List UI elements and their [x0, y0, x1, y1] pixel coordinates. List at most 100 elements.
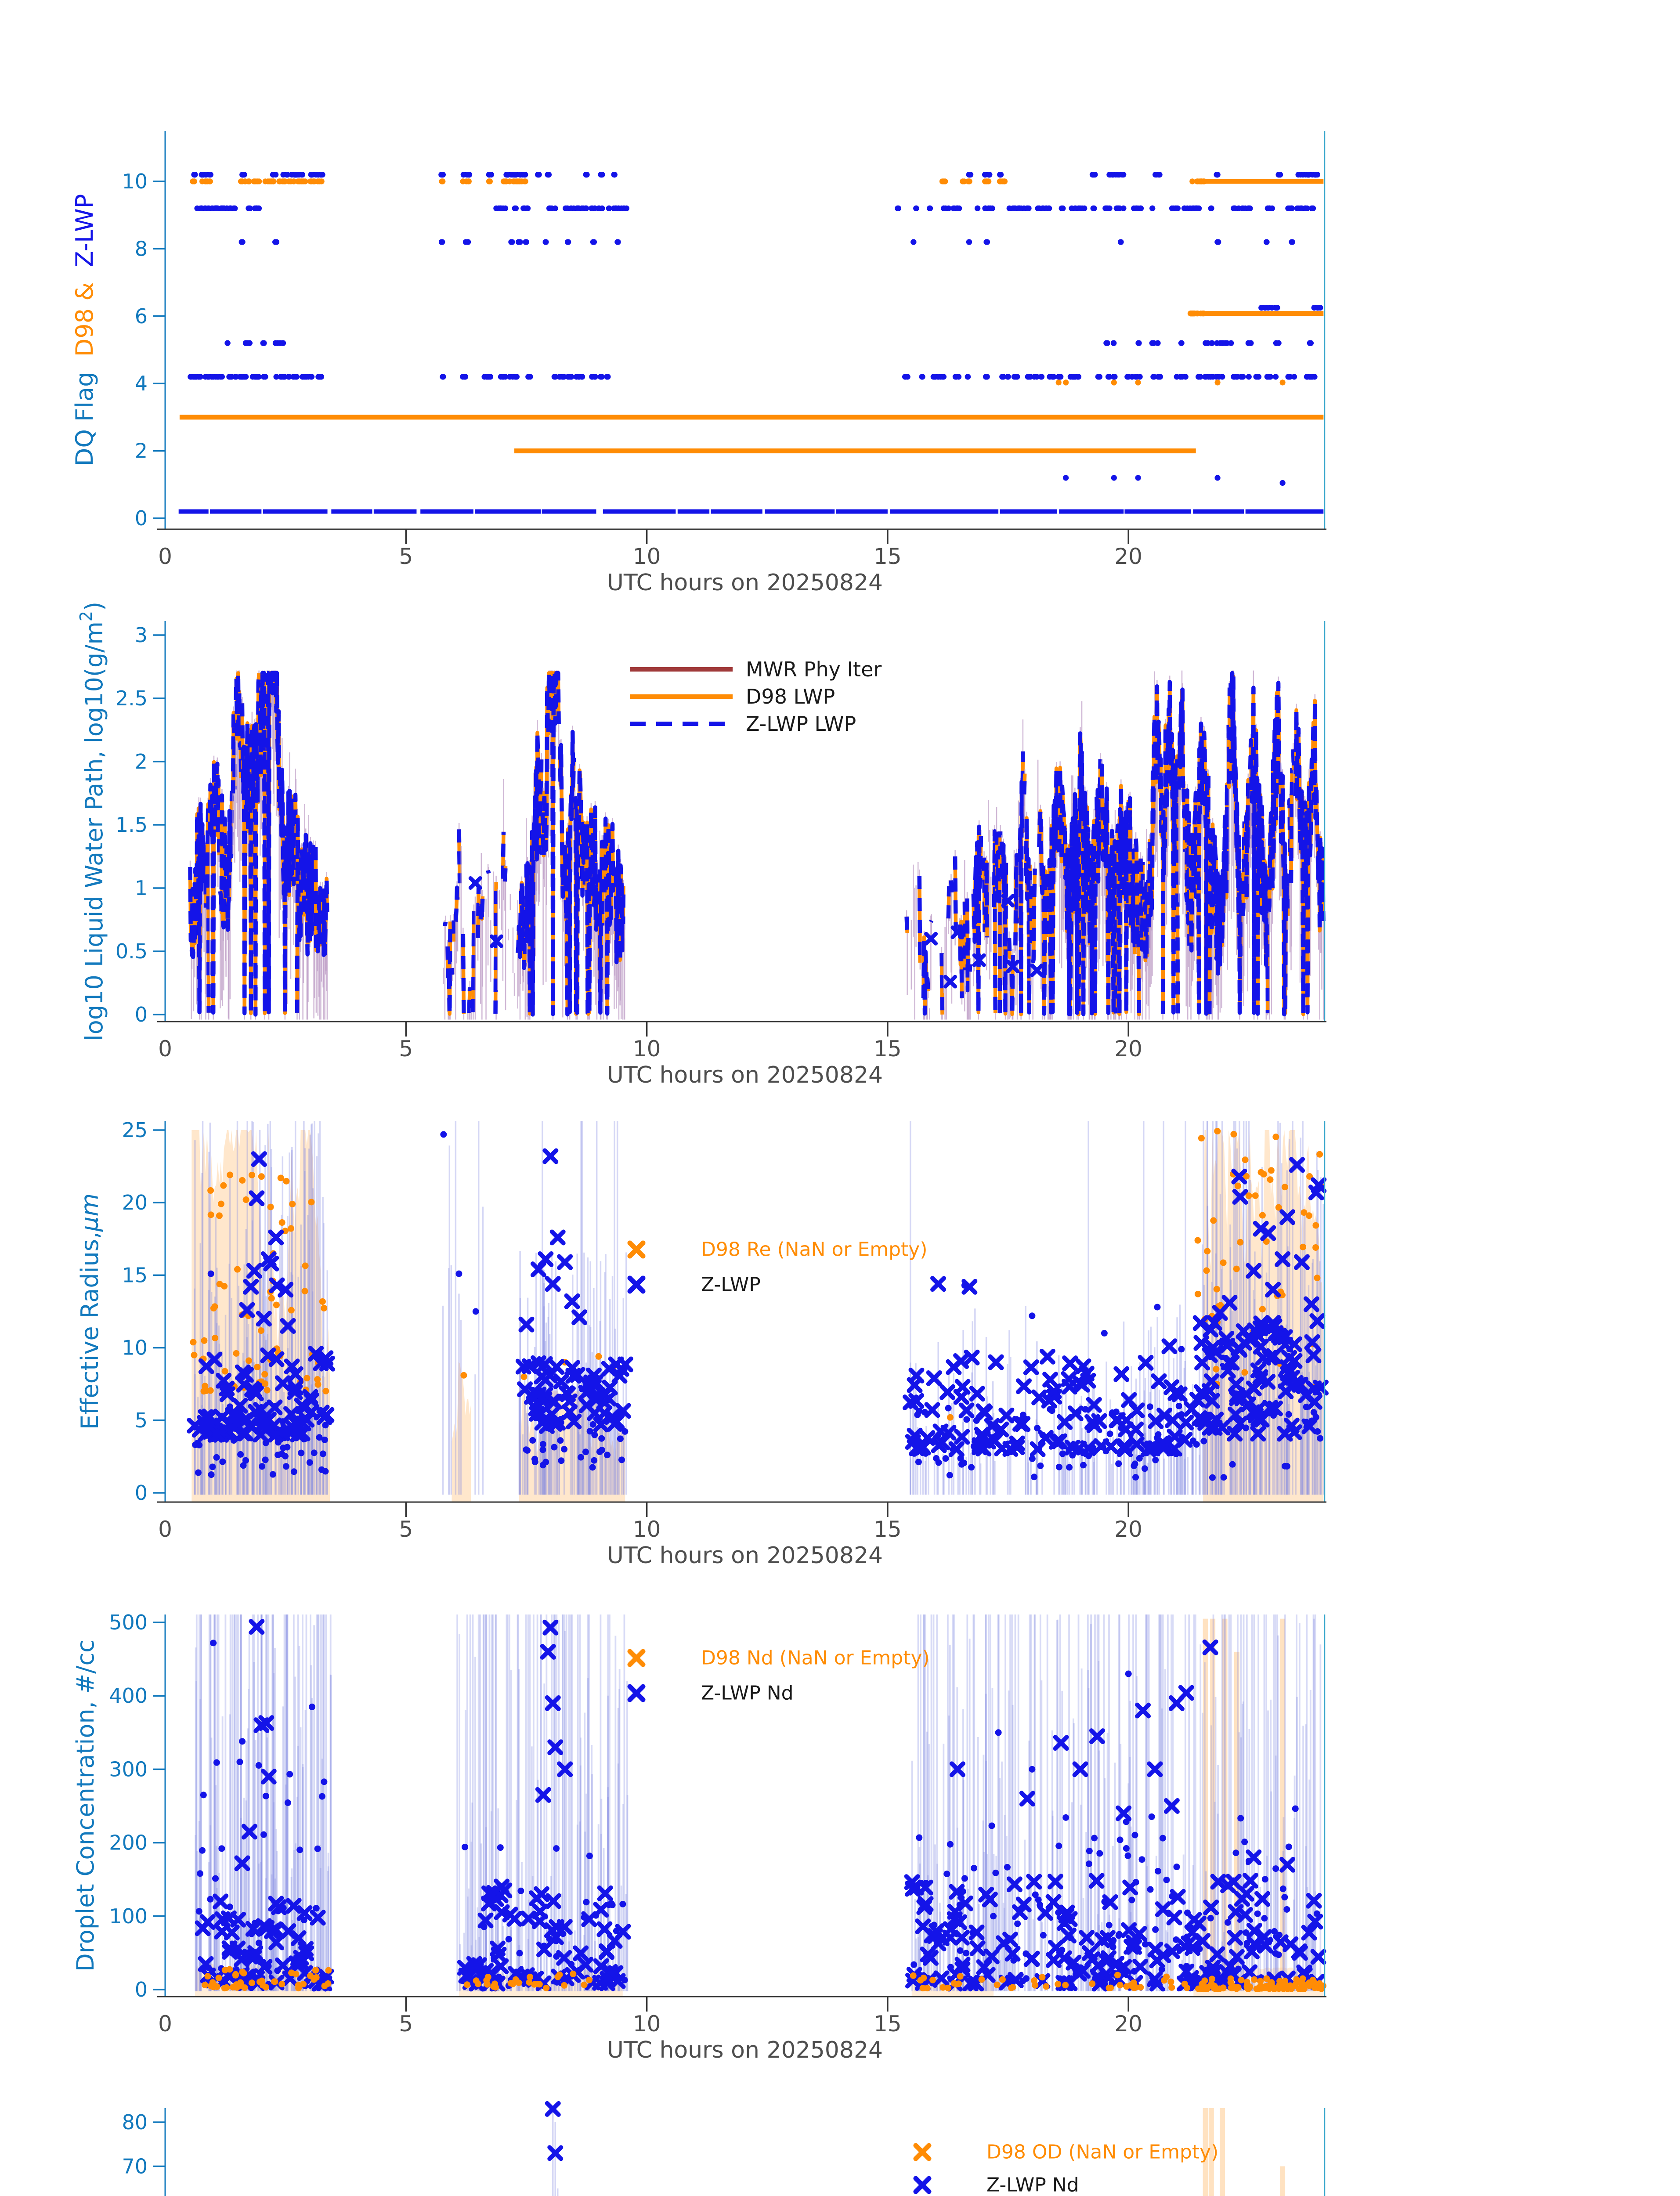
flag-dot [997, 172, 1003, 178]
flag-dot [1269, 205, 1275, 211]
x-marker [1037, 1430, 1054, 1446]
flag-dot [209, 205, 215, 211]
data-dot [1285, 1411, 1292, 1418]
x-tick-label: 10 [633, 2011, 661, 2037]
flag-dot [1026, 374, 1032, 380]
data-dot [209, 1463, 216, 1470]
data-dot [1173, 1864, 1180, 1871]
x-marker [908, 1879, 924, 1896]
flag-dot [935, 374, 941, 380]
data-dot [978, 1976, 985, 1983]
flag-dot [509, 374, 516, 380]
flag-dot [1171, 205, 1177, 211]
x-marker [545, 1394, 561, 1410]
x-marker [1267, 1400, 1283, 1416]
data-dot [1214, 1127, 1221, 1134]
data-dot [1301, 1209, 1308, 1216]
zlwp-lwp-line [540, 671, 561, 1016]
data-dot [213, 1454, 220, 1461]
x-marker [268, 1229, 284, 1246]
x-marker [191, 1422, 208, 1438]
y-tick-label: 2 [135, 439, 148, 463]
zlwp-lwp-line [443, 921, 448, 927]
data-dot [531, 1459, 538, 1466]
data-dot [262, 1792, 269, 1799]
x-marker [1242, 1964, 1258, 1980]
x-marker [953, 1353, 969, 1369]
flag-dot [1262, 305, 1268, 311]
data-dot [463, 1981, 470, 1988]
flag-dot [1024, 205, 1030, 211]
zlwp-lwp-line [208, 760, 221, 1015]
x-marker [293, 1950, 309, 1966]
x-marker [1221, 1295, 1238, 1311]
x-marker [1192, 1315, 1209, 1331]
x-marker [1206, 1315, 1222, 1331]
data-dot [1111, 475, 1117, 481]
flag-dot [596, 205, 602, 211]
x-marker [466, 1956, 482, 1972]
y-tick-label: 6 [135, 304, 148, 328]
x-marker [1231, 1168, 1247, 1185]
x-marker [1298, 1387, 1314, 1403]
data-dot [259, 1463, 266, 1470]
zlwp-lwp-line [1013, 853, 1019, 946]
x-marker [578, 1957, 594, 1973]
data-dot [226, 1903, 233, 1911]
flag-dot [296, 172, 302, 178]
data-dot [200, 1791, 207, 1799]
data-dot [226, 1966, 233, 1973]
data-dot [1111, 379, 1117, 386]
legend-x-marker [627, 1240, 646, 1259]
x-marker [287, 1414, 303, 1430]
flag-dot [589, 374, 595, 380]
data-dot [246, 1357, 253, 1364]
d98-lwp-line [493, 882, 498, 1014]
x-marker [549, 1229, 566, 1246]
x-marker [597, 1885, 613, 1901]
flag-dot [1077, 205, 1084, 211]
flag-dot [1119, 172, 1125, 178]
x-marker [982, 1891, 998, 1907]
flag-dot [1300, 172, 1306, 178]
data-dot [1220, 1259, 1227, 1266]
x-marker [1280, 1365, 1296, 1382]
data-dot [1059, 1450, 1066, 1457]
data-dot [314, 1376, 321, 1383]
x-marker [534, 1886, 550, 1902]
data-dot [237, 1451, 244, 1458]
data-dot [300, 1981, 307, 1988]
data-dot [248, 1171, 255, 1178]
flag-dot [245, 178, 251, 184]
x-marker [287, 1384, 303, 1400]
data-dot [963, 1416, 970, 1423]
x-marker [1153, 1435, 1170, 1452]
zlwp-lwp-line [573, 768, 587, 1016]
x-marker [1039, 1348, 1055, 1365]
zlwp-lwp-line [1127, 796, 1137, 954]
flag-dot [611, 172, 617, 178]
flag-dot [224, 340, 231, 346]
flag-dot [564, 205, 571, 211]
legend-label: Z-LWP LWP [746, 712, 856, 736]
data-dot [190, 1339, 197, 1346]
flag-dot [1215, 239, 1221, 245]
x-marker [1071, 1441, 1087, 1457]
flag-dot [191, 374, 197, 380]
flag-dot [517, 172, 523, 178]
x-marker [1195, 1412, 1211, 1428]
data-dot [992, 1869, 999, 1876]
x-marker [1306, 1893, 1322, 1909]
data-dot [1115, 1460, 1122, 1467]
x-marker [1228, 1376, 1244, 1393]
x-marker [294, 1425, 311, 1441]
x-marker [1184, 1924, 1200, 1940]
flag-dot [260, 340, 266, 346]
flag-dot [1047, 374, 1053, 380]
flag-dot [1289, 239, 1295, 245]
zlwp-lwp-line [584, 805, 601, 1016]
flag-dot [280, 340, 286, 346]
x-marker [284, 1358, 300, 1375]
data-dot [944, 1984, 951, 1991]
data-dot [273, 1301, 280, 1308]
